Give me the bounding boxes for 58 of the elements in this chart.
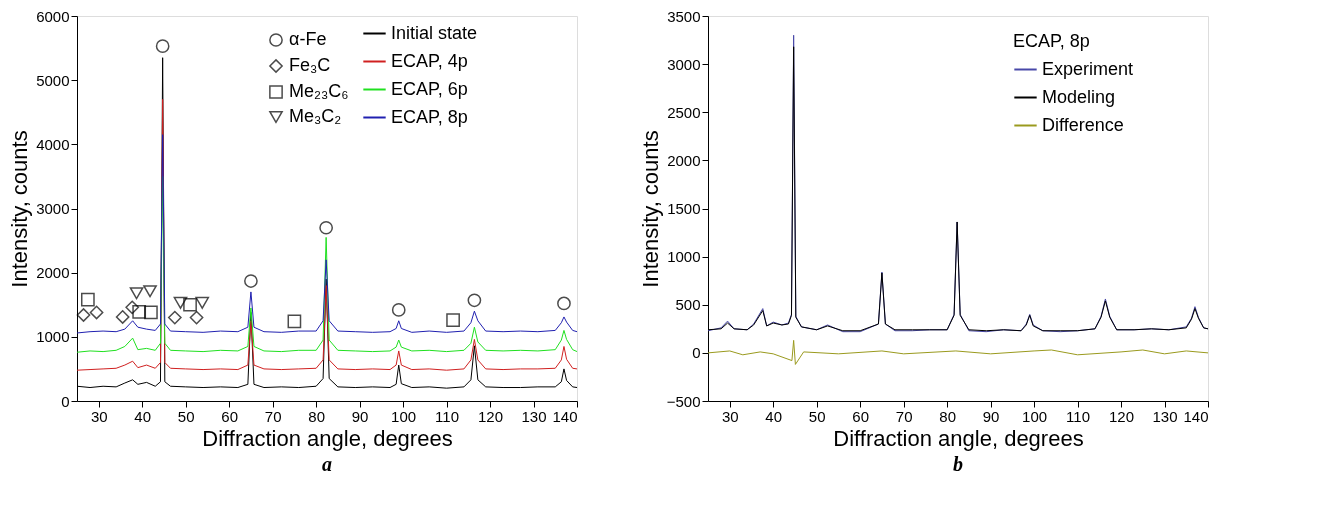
legend-label: Fe₃C [289, 55, 331, 75]
legend-label: Me₃C₂ [289, 106, 342, 126]
x-tick-label: 140 [1183, 407, 1209, 425]
x-tick-label: 110 [1066, 407, 1091, 425]
x-tick-label: 90 [982, 407, 1000, 425]
x-tick-label: 130 [521, 407, 547, 425]
y-axis-title: Intensity, counts [637, 130, 663, 288]
x-tick-label: 140 [552, 407, 578, 425]
legend-label: ECAP, 8p [391, 106, 468, 127]
x-tick-label: 90 [351, 407, 369, 425]
y-tick-label: 0 [61, 392, 70, 410]
y-tick-label: −500 [666, 392, 701, 410]
x-tick-label: 80 [308, 407, 325, 425]
y-tick-label: 3500 [667, 7, 701, 25]
y-tick-label: 5000 [36, 71, 70, 89]
x-tick-label: 120 [1109, 407, 1135, 425]
y-tick-label: 500 [675, 296, 701, 314]
x-tick-label: 80 [939, 407, 956, 425]
x-tick-label: 100 [391, 407, 417, 425]
x-tick-label: 50 [808, 407, 826, 425]
legend-label: α-Fe [289, 29, 327, 49]
x-tick-label: 60 [852, 407, 870, 425]
y-tick-label: 4000 [36, 135, 70, 153]
x-tick-label: 70 [895, 407, 913, 425]
y-tick-label: 6000 [36, 7, 70, 25]
x-tick-label: 40 [765, 407, 783, 425]
y-tick-label: 1000 [36, 328, 70, 346]
x-tick-label: 130 [1152, 407, 1178, 425]
x-tick-label: 70 [264, 407, 282, 425]
text: a [322, 453, 332, 475]
y-tick-label: 3000 [36, 200, 70, 217]
legend-label: Modeling [1042, 86, 1116, 107]
legend-label: Initial state [391, 22, 478, 43]
x-axis-title: Diffraction angle, degrees [833, 425, 1084, 451]
y-tick-label: 1500 [667, 200, 701, 217]
y-tick-label: 2000 [667, 151, 701, 169]
y-tick-label: 1000 [667, 248, 701, 266]
x-tick-label: 100 [1022, 407, 1048, 425]
x-tick-label: 110 [435, 407, 460, 425]
y-axis-title: Intensity, counts [7, 130, 33, 288]
x-tick-label: 40 [134, 407, 152, 425]
legend-label: Difference [1042, 114, 1124, 135]
text: b [953, 453, 963, 475]
y-tick-label: 2000 [36, 264, 70, 282]
x-tick-label: 30 [90, 407, 108, 425]
y-tick-label: 2500 [667, 103, 701, 121]
legend-label: ECAP, 6p [391, 78, 468, 99]
x-tick-label: 120 [478, 407, 504, 425]
x-tick-label: 50 [177, 407, 195, 425]
y-tick-label: 0 [692, 344, 701, 362]
x-tick-label: 30 [721, 407, 739, 425]
y-tick-label: 3000 [667, 55, 701, 73]
legend-label: Me₂₃C₆ [289, 81, 349, 101]
legend-label: ECAP, 4p [391, 50, 468, 71]
legend-title: ECAP, 8p [1013, 31, 1090, 51]
legend-label: Experiment [1042, 58, 1134, 79]
x-axis-title: Diffraction angle, degrees [202, 425, 453, 451]
x-tick-label: 60 [221, 407, 239, 425]
